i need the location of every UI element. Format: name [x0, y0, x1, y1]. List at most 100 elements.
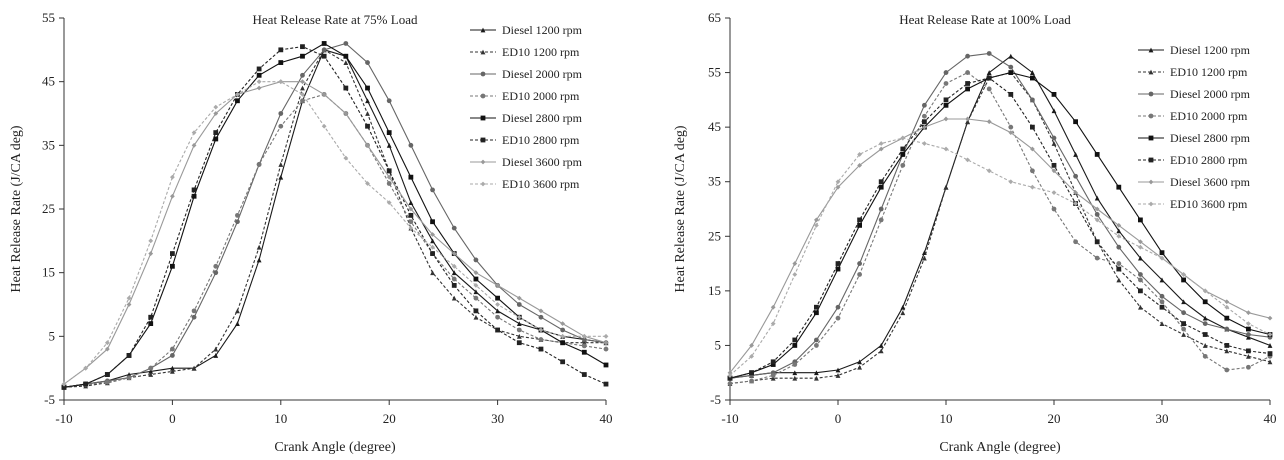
data-point	[1138, 217, 1143, 223]
data-point	[473, 257, 479, 263]
y-axis-title: Heat Release Rate (J/CA deg)	[9, 125, 24, 293]
data-point	[256, 257, 262, 263]
data-point	[1030, 124, 1035, 130]
data-point	[835, 315, 841, 321]
y-tick-label: -5	[44, 392, 55, 407]
x-tick-label: 40	[1264, 411, 1277, 426]
data-point	[148, 321, 154, 326]
data-point	[451, 225, 457, 231]
series-line	[63, 81, 607, 385]
data-point	[770, 375, 776, 381]
data-point	[1073, 201, 1078, 206]
data-point	[148, 238, 154, 244]
data-point	[900, 135, 906, 141]
data-point	[965, 119, 970, 125]
data-point	[191, 308, 197, 314]
legend-marker	[1148, 91, 1154, 97]
data-point	[857, 272, 862, 277]
data-point	[191, 130, 197, 135]
data-point	[365, 123, 370, 129]
data-point	[1094, 239, 1100, 245]
x-tick-label: 10	[940, 411, 953, 426]
x-tick-label: 30	[491, 411, 504, 426]
legend-label: Diesel 2800 rpm	[1170, 131, 1251, 145]
data-point	[1030, 75, 1035, 81]
data-point	[278, 123, 284, 129]
data-point	[430, 270, 435, 276]
data-point	[770, 373, 776, 378]
data-point	[1159, 321, 1165, 326]
x-tick-label: -10	[55, 411, 72, 426]
data-point	[603, 346, 609, 352]
data-point	[922, 124, 927, 130]
data-point	[792, 272, 798, 277]
data-point	[278, 60, 284, 65]
data-point	[581, 343, 587, 349]
data-point	[1073, 239, 1078, 245]
data-point	[1246, 348, 1251, 354]
data-point	[1116, 261, 1122, 266]
data-point	[235, 308, 240, 314]
data-point	[516, 314, 522, 320]
data-point	[1224, 299, 1230, 305]
data-point	[451, 295, 457, 301]
data-point	[1202, 332, 1208, 337]
data-point	[300, 72, 305, 78]
legend-label: ED10 2000 rpm	[502, 89, 580, 103]
data-point	[792, 337, 798, 343]
data-point	[408, 200, 414, 206]
legend-label: Diesel 3600 rpm	[502, 155, 583, 169]
data-point	[321, 92, 327, 97]
data-point	[857, 162, 862, 168]
data-point	[1159, 255, 1165, 261]
data-point	[1073, 173, 1078, 179]
data-point	[516, 321, 522, 326]
legend-label: Diesel 2000 rpm	[502, 67, 583, 81]
data-point	[1008, 179, 1014, 185]
data-point	[792, 370, 798, 376]
data-point	[1246, 326, 1251, 332]
data-point	[300, 53, 305, 59]
data-point	[516, 340, 522, 346]
data-point	[256, 79, 262, 85]
data-point	[170, 368, 175, 374]
data-point	[430, 232, 435, 237]
legend-label: ED10 2000 rpm	[1170, 109, 1248, 123]
data-point	[943, 81, 949, 86]
legend-label: ED10 3600 rpm	[1170, 197, 1248, 211]
data-point	[603, 362, 609, 368]
data-point	[1094, 195, 1100, 201]
data-point	[300, 79, 305, 85]
data-point	[1246, 310, 1251, 316]
data-point	[1202, 288, 1208, 294]
data-point	[1181, 272, 1186, 277]
data-point	[900, 152, 906, 157]
y-tick-label: 55	[708, 65, 721, 80]
data-point	[365, 181, 370, 186]
legend-marker	[480, 181, 486, 187]
data-point	[451, 251, 457, 256]
data-point	[83, 365, 89, 371]
data-point	[408, 219, 414, 225]
data-point	[1094, 152, 1100, 157]
data-point	[170, 346, 175, 352]
data-point	[814, 375, 819, 381]
series-6	[727, 75, 1273, 381]
data-point	[1181, 277, 1186, 283]
data-point	[986, 168, 992, 174]
chart-title: Heat Release Rate at 100% Load	[899, 12, 1071, 27]
data-point	[61, 381, 67, 387]
data-point	[126, 302, 132, 307]
data-point	[1116, 266, 1122, 272]
data-point	[727, 381, 733, 387]
data-point	[213, 104, 219, 110]
data-point	[191, 187, 197, 193]
data-point	[1030, 146, 1035, 152]
data-point	[235, 321, 240, 326]
data-point	[965, 157, 970, 163]
data-point	[814, 370, 819, 376]
data-point	[148, 314, 154, 320]
data-point	[1138, 277, 1143, 283]
data-point	[1138, 304, 1143, 310]
data-point	[857, 152, 862, 157]
